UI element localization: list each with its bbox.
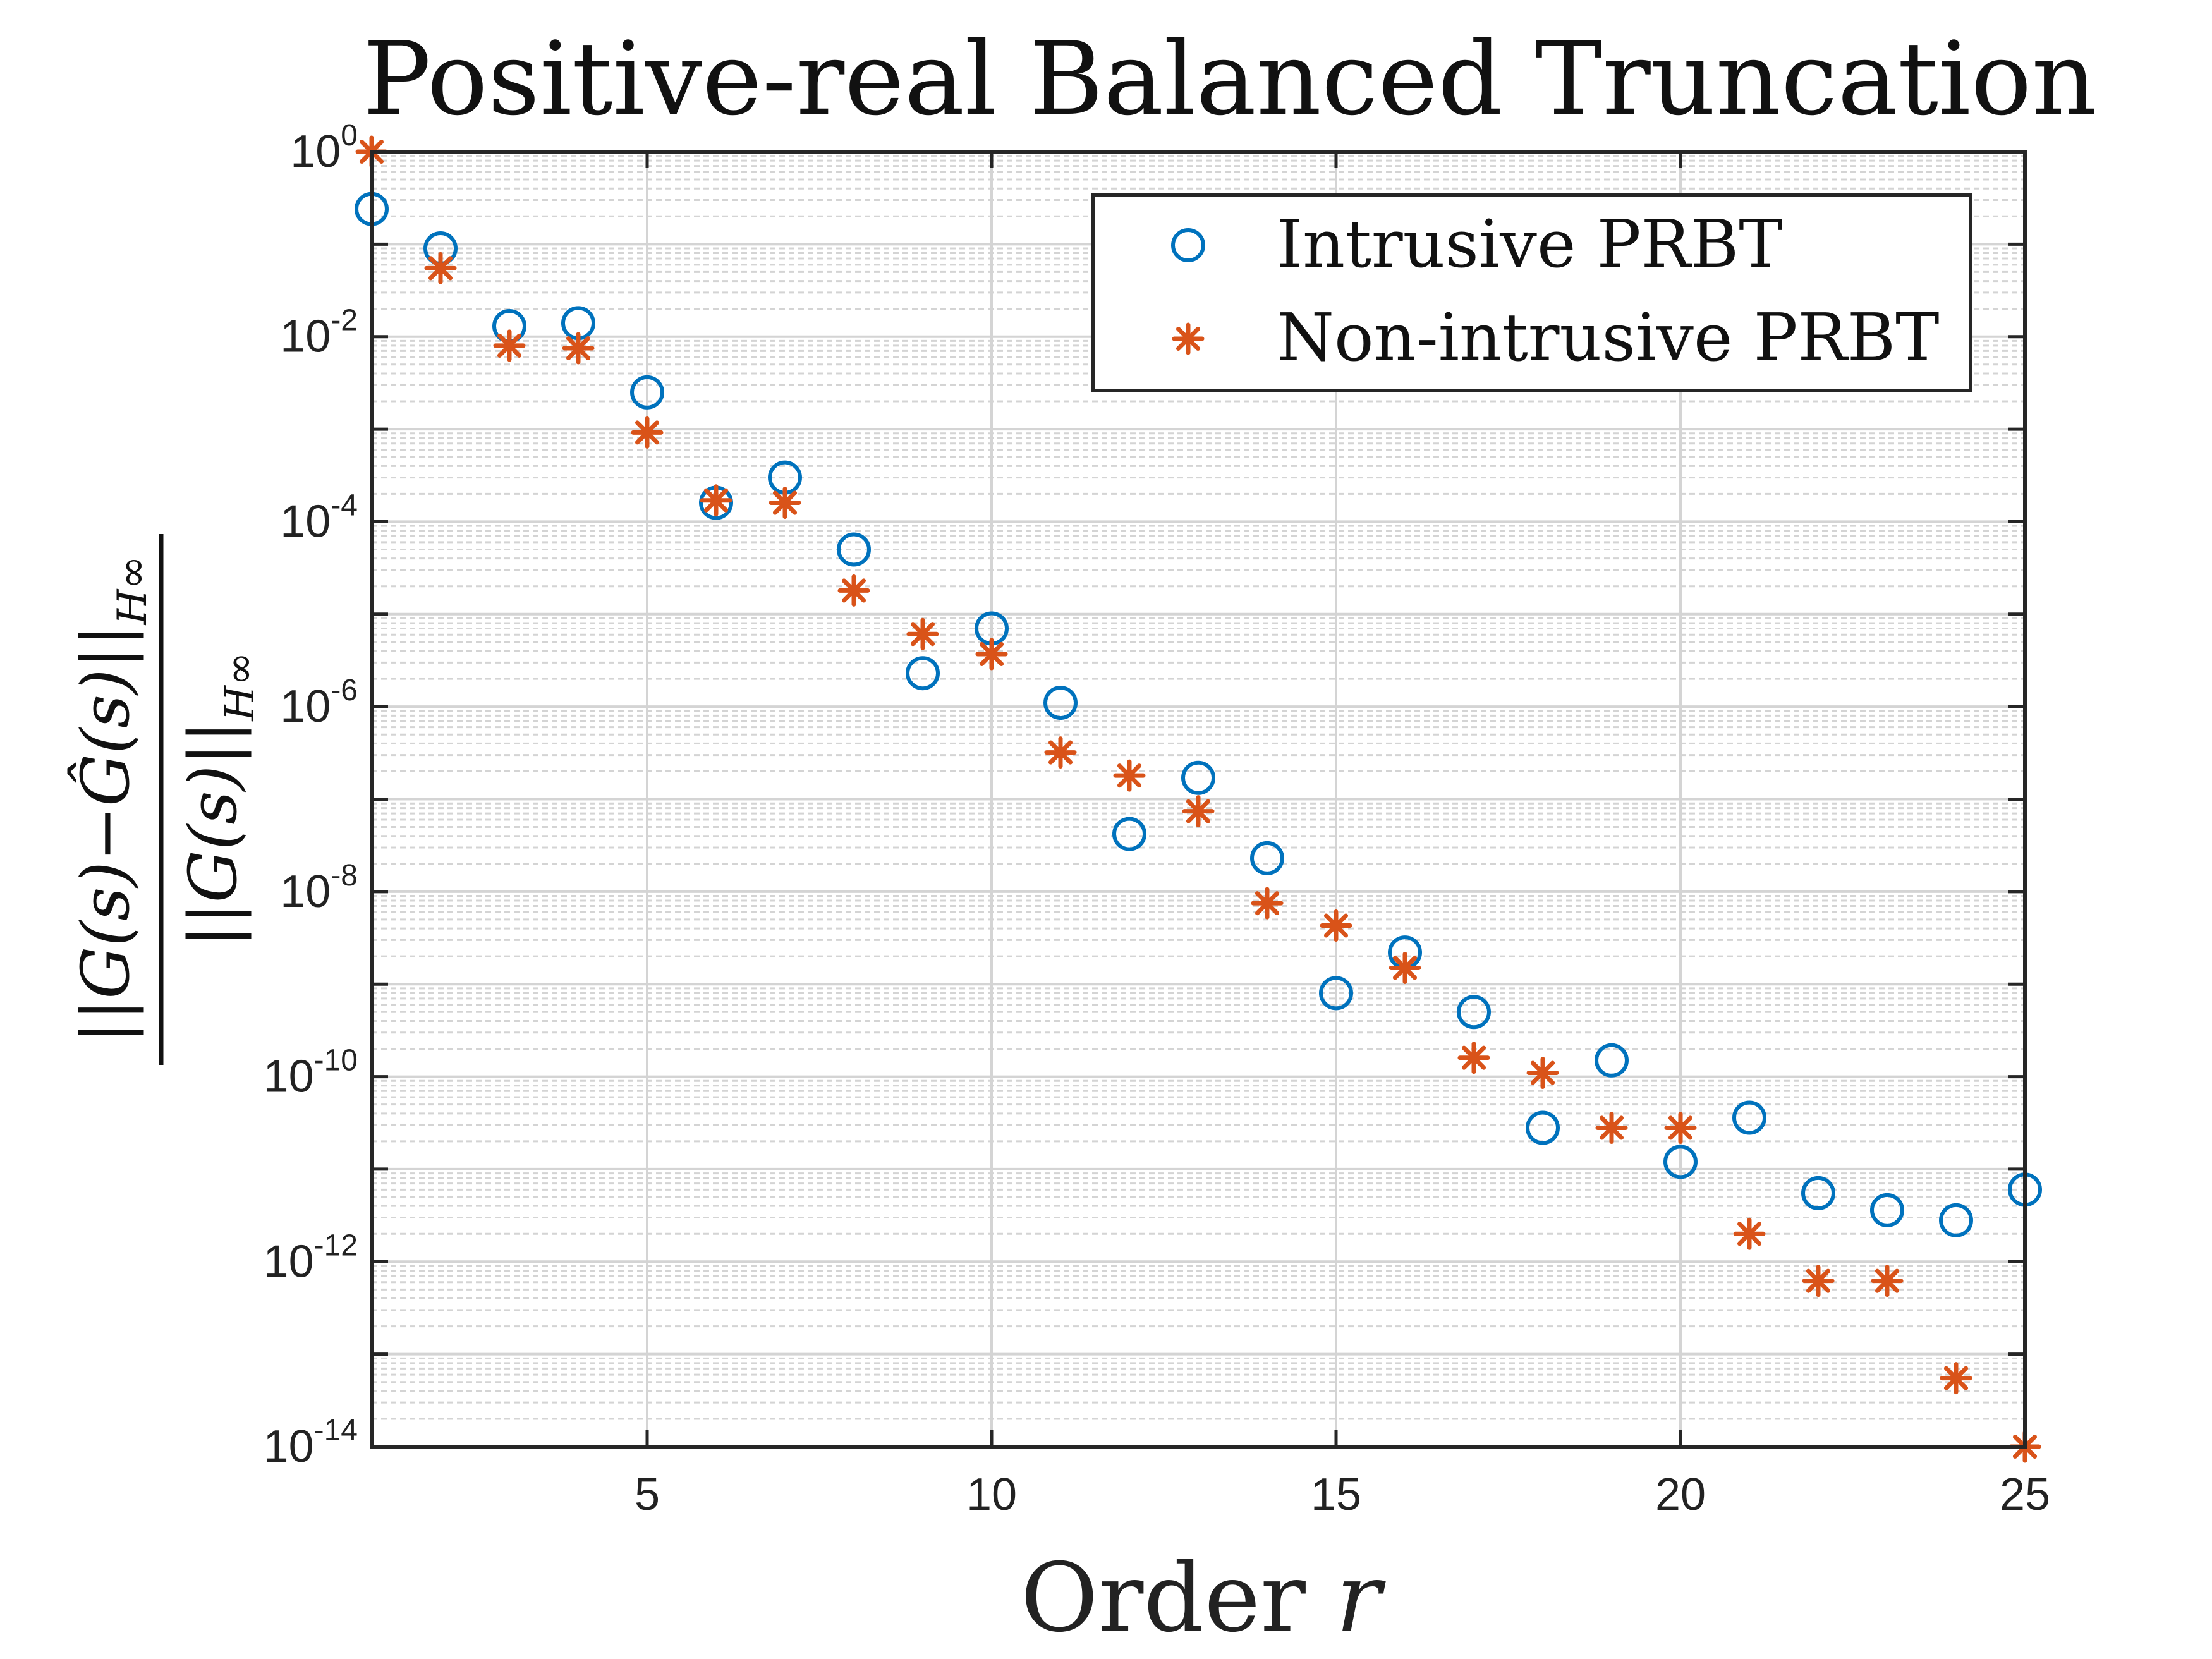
y-tick-label-exponent: -14	[314, 1414, 358, 1447]
data-point-circle	[1663, 1145, 1698, 1179]
y-tick-label: 10-2	[280, 304, 358, 362]
data-point-circle	[1250, 841, 1284, 875]
data-point-asterisk	[975, 638, 1008, 671]
y-tick-label-base: 10	[280, 866, 331, 917]
y-axis-label-numerator-sub: H∞	[109, 556, 156, 625]
data-point-circle	[1870, 1193, 1904, 1227]
data-point-asterisk	[1940, 1362, 1972, 1395]
x-axis-label: Order r	[1021, 1543, 1387, 1653]
data-point-asterisk	[1664, 1111, 1697, 1144]
y-axis-label-denominator-sub: H∞	[217, 652, 264, 722]
data-point-asterisk	[1802, 1265, 1835, 1297]
y-tick-label: 100	[290, 119, 358, 177]
x-tick-label: 5	[635, 1469, 660, 1520]
x-tick-label: 10	[966, 1469, 1017, 1520]
x-tick-label: 15	[1311, 1469, 1361, 1520]
y-tick-label-base: 10	[290, 126, 341, 177]
data-point-circle	[1939, 1203, 1973, 1237]
axis-ticks: 5 10 15 20 2510010-210-410-610-810-1010-1210…	[264, 119, 2051, 1520]
y-tick-label-exponent: -4	[331, 489, 358, 522]
grid	[372, 150, 2026, 1448]
y-tick-label-base: 10	[264, 1236, 314, 1287]
svg-text:||G(s)||H∞: ||G(s)||H∞	[174, 652, 264, 947]
data-point-circle	[630, 375, 664, 410]
series-intrusive	[355, 191, 2042, 1237]
y-axis-label: ||G(s)−Ĝ(s)||H∞ ||G(s)||H∞	[66, 534, 264, 1065]
legend-label: Non-intrusive PRBT	[1277, 299, 1940, 376]
data-point-circle	[1457, 995, 1491, 1030]
svg-text:Order r: Order r	[1021, 1543, 1387, 1653]
y-tick-label-base: 10	[264, 1421, 314, 1472]
y-tick-label-exponent: -12	[314, 1229, 358, 1262]
series-layer	[355, 135, 2042, 1463]
data-point-asterisk	[1389, 951, 1421, 984]
data-point-circle	[1043, 686, 1078, 720]
data-point-circle	[1112, 817, 1146, 851]
y-tick-label-base: 10	[280, 312, 331, 362]
data-point-circle	[837, 532, 871, 567]
x-axis-label-text: Order	[1021, 1543, 1306, 1653]
data-point-circle	[906, 656, 940, 691]
data-point-asterisk	[1251, 887, 1284, 920]
y-axis-label-numerator: ||G(s)−Ĝ(s)||	[66, 624, 144, 1043]
data-point-circle	[1801, 1176, 1835, 1210]
data-point-asterisk	[631, 416, 664, 449]
legend-label: Intrusive PRBT	[1277, 205, 1783, 283]
y-tick-label-exponent: 0	[341, 119, 358, 152]
data-point-asterisk	[1595, 1111, 1628, 1144]
legend-box	[1091, 193, 1972, 392]
y-tick-label-base: 10	[280, 681, 331, 732]
data-point-asterisk	[1871, 1265, 1904, 1297]
y-tick-label: 10-8	[280, 859, 358, 917]
data-point-asterisk	[837, 574, 870, 607]
y-axis-label-denominator: ||G(s)||	[174, 721, 252, 947]
data-point-circle	[1732, 1100, 1766, 1135]
legend-marker-circle	[1171, 228, 1205, 262]
data-point-asterisk	[1457, 1042, 1490, 1074]
y-tick-label-exponent: -10	[314, 1044, 358, 1078]
y-tick-label: 10-14	[264, 1414, 358, 1472]
y-tick-label: 10-4	[280, 489, 358, 547]
data-point-circle	[1526, 1110, 1560, 1145]
data-point-asterisk	[906, 617, 939, 650]
data-point-asterisk	[1113, 759, 1146, 792]
data-point-asterisk	[562, 332, 595, 365]
y-tick-label-base: 10	[264, 1052, 314, 1102]
data-point-asterisk	[1182, 795, 1215, 828]
plot-area: 5 10 15 20 2510010-210-410-610-810-1010-1210…	[264, 119, 2051, 1520]
legend-marker-asterisk	[1172, 322, 1205, 355]
y-tick-label: 10-6	[280, 674, 358, 732]
data-point-asterisk	[424, 252, 457, 284]
legend: Intrusive PRBT Non-intrusive PRBT	[1091, 193, 1972, 392]
data-point-asterisk	[700, 484, 732, 517]
svg-text:||G(s)−Ĝ(s)||H∞: ||G(s)−Ĝ(s)||H∞	[66, 556, 156, 1043]
data-point-circle	[1319, 976, 1353, 1011]
y-tick-label: 10-12	[264, 1229, 358, 1287]
y-tick-label-exponent: -2	[331, 304, 358, 337]
y-tick-label-base: 10	[280, 496, 331, 547]
data-point-asterisk	[1526, 1057, 1559, 1090]
chart-title: Positive-real Balanced Truncation	[363, 20, 2096, 138]
data-point-circle	[1181, 760, 1215, 795]
series-non-intrusive	[355, 135, 2041, 1463]
y-tick-label: 10-10	[264, 1044, 358, 1102]
y-tick-label-exponent: -6	[331, 674, 358, 707]
data-point-circle	[1595, 1043, 1629, 1078]
data-point-asterisk	[1733, 1217, 1766, 1250]
data-point-asterisk	[1044, 736, 1077, 769]
data-point-asterisk	[1320, 909, 1352, 942]
data-point-asterisk	[493, 329, 526, 362]
y-tick-label-exponent: -8	[331, 859, 358, 892]
x-tick-label: 25	[2000, 1469, 2050, 1520]
data-point-asterisk	[769, 487, 801, 520]
x-axis-label-var: r	[1336, 1543, 1387, 1653]
x-tick-label: 20	[1655, 1469, 1706, 1520]
